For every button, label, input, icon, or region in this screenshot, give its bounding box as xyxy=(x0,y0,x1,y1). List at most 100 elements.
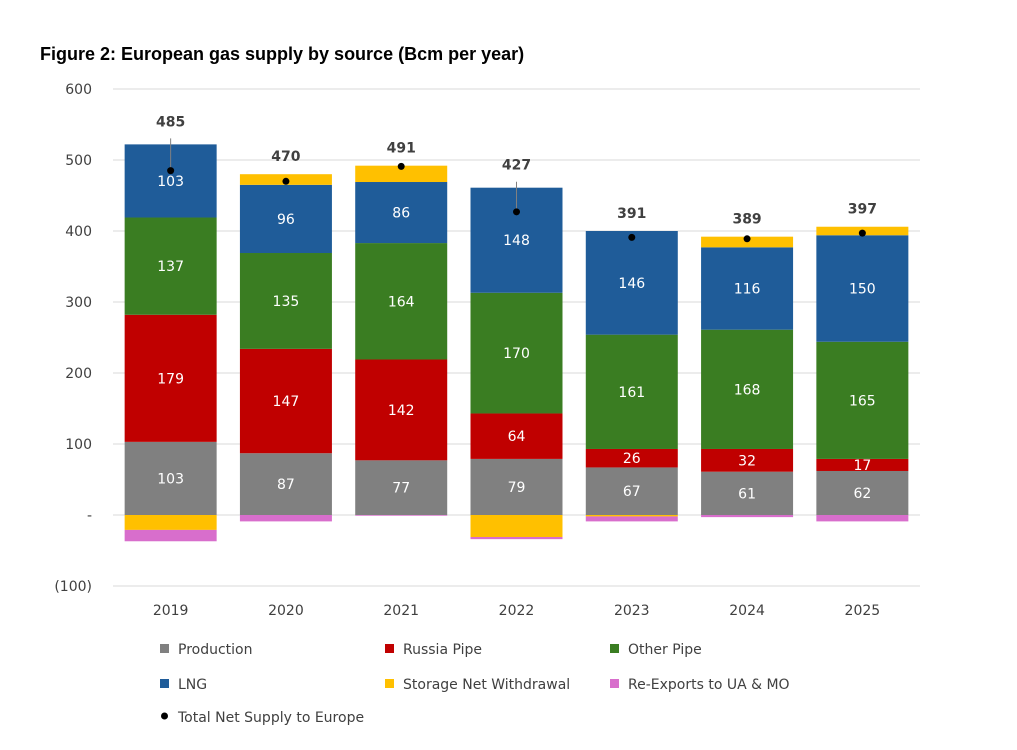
legend-entry: LNG xyxy=(178,677,207,693)
total-label: 485 xyxy=(156,114,185,130)
total-marker xyxy=(167,167,175,175)
bar-segment-lng xyxy=(239,184,332,254)
total-label: 491 xyxy=(387,141,416,157)
data-label: 17 xyxy=(853,458,871,474)
bar-segment-production xyxy=(701,471,794,515)
bar-segment-russia-pipe xyxy=(701,448,794,472)
bar-segment-other-pipe xyxy=(701,329,794,449)
y-tick-label: 300 xyxy=(65,295,92,311)
total-marker xyxy=(397,162,405,170)
data-label: 168 xyxy=(734,382,761,398)
chart-title: Figure 2: European gas supply by source … xyxy=(40,44,525,64)
bar-segment-russia-pipe xyxy=(470,413,563,459)
y-tick-label: - xyxy=(87,508,92,524)
y-tick-label: 500 xyxy=(65,153,92,169)
data-label: 116 xyxy=(734,282,761,298)
data-label: 62 xyxy=(853,486,871,502)
legend-swatch xyxy=(610,679,619,688)
data-label: 170 xyxy=(503,346,530,362)
bar-segment-russia-pipe xyxy=(816,458,909,471)
legend-entry: Production xyxy=(178,642,252,658)
bar-segment-re-exports-to-ua-mo xyxy=(355,515,448,516)
data-label: 179 xyxy=(157,371,184,387)
legend-swatch xyxy=(610,644,619,653)
x-tick-label: 2019 xyxy=(153,603,189,619)
bar-segment-production xyxy=(355,460,448,515)
total-label: 427 xyxy=(502,158,531,174)
bar-segment-re-exports-to-ua-mo xyxy=(124,529,217,542)
legend-entry: Total Net Supply to Europe xyxy=(177,710,364,726)
data-label: 77 xyxy=(392,481,410,497)
data-label: 161 xyxy=(618,385,645,401)
data-label: 103 xyxy=(157,471,184,487)
bar-segment-storage-net-withdrawal xyxy=(470,515,563,538)
bar-segment-russia-pipe xyxy=(355,359,448,461)
total-marker xyxy=(743,235,751,243)
total-label: 470 xyxy=(271,149,300,165)
total-marker xyxy=(282,177,290,185)
y-tick-label: (100) xyxy=(54,579,92,595)
data-label: 61 xyxy=(738,486,756,502)
data-label: 67 xyxy=(623,484,641,500)
y-tick-label: 600 xyxy=(65,82,92,98)
data-label: 165 xyxy=(849,393,876,409)
bar-segment-production xyxy=(585,467,678,515)
bar-segment-re-exports-to-ua-mo xyxy=(816,515,909,522)
x-tick-label: 2025 xyxy=(845,603,881,619)
bar-segment-storage-net-withdrawal xyxy=(355,165,448,183)
legend-swatch xyxy=(385,679,394,688)
bar-segment-lng xyxy=(585,231,678,335)
y-tick-label: 400 xyxy=(65,224,92,240)
bar-segment-storage-net-withdrawal xyxy=(124,515,217,530)
data-label: 146 xyxy=(618,276,645,292)
data-label: 148 xyxy=(503,233,530,249)
data-label: 135 xyxy=(273,294,300,310)
legend-entry: Other Pipe xyxy=(628,642,702,658)
legend-entry: Storage Net Withdrawal xyxy=(403,677,570,693)
data-label: 86 xyxy=(392,206,410,222)
total-label: 389 xyxy=(732,212,761,228)
data-label: 64 xyxy=(508,429,526,445)
bar-segment-other-pipe xyxy=(239,253,332,349)
data-label: 87 xyxy=(277,477,295,493)
bar-segment-russia-pipe xyxy=(585,448,678,468)
total-label: 397 xyxy=(848,202,877,218)
x-tick-label: 2023 xyxy=(614,603,650,619)
total-label: 391 xyxy=(617,206,646,222)
legend-swatch xyxy=(161,712,168,720)
y-tick-label: 200 xyxy=(65,366,92,382)
data-label: 79 xyxy=(508,480,526,496)
total-marker xyxy=(628,233,636,241)
bar-segment-other-pipe xyxy=(470,292,563,414)
legend-swatch xyxy=(385,644,394,653)
data-label: 96 xyxy=(277,212,295,228)
bar-segment-re-exports-to-ua-mo xyxy=(701,515,794,518)
legend-swatch xyxy=(160,644,169,653)
bar-segment-production xyxy=(124,441,217,515)
bar-segment-other-pipe xyxy=(355,243,448,360)
data-label: 103 xyxy=(157,174,184,190)
data-label: 147 xyxy=(273,394,300,410)
legend-entry: Re-Exports to UA & MO xyxy=(628,677,790,693)
data-label: 32 xyxy=(738,453,756,469)
total-marker xyxy=(858,229,866,237)
bar-segment-other-pipe xyxy=(816,341,909,459)
data-label: 26 xyxy=(623,451,641,467)
x-tick-label: 2021 xyxy=(383,603,419,619)
y-tick-label: 100 xyxy=(65,437,92,453)
bar-segment-lng xyxy=(816,235,909,342)
data-label: 150 xyxy=(849,282,876,298)
legend-entry: Russia Pipe xyxy=(403,642,482,658)
bar-segment-production xyxy=(816,470,909,515)
legend-swatch xyxy=(160,679,169,688)
x-tick-label: 2024 xyxy=(729,603,765,619)
x-tick-label: 2020 xyxy=(268,603,304,619)
bar-segment-production xyxy=(470,458,563,515)
bar-segment-russia-pipe xyxy=(124,314,217,442)
bar-segment-re-exports-to-ua-mo xyxy=(585,516,678,522)
x-tick-label: 2022 xyxy=(499,603,535,619)
bar-segment-re-exports-to-ua-mo xyxy=(470,537,563,540)
data-label: 137 xyxy=(157,259,184,275)
